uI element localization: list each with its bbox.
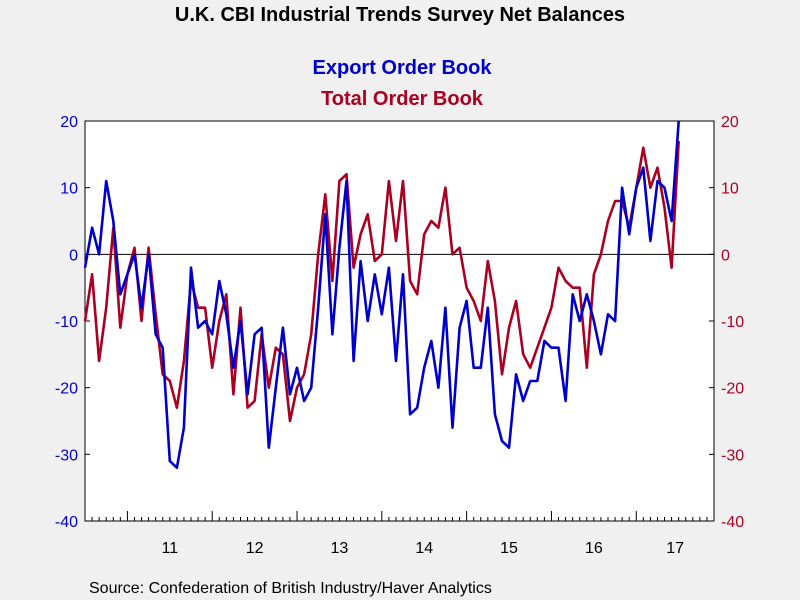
legend-total: Total Order Book [321,88,484,110]
x-tick-label: 14 [415,540,433,557]
y-left-tick-label: 0 [69,247,78,264]
x-tick-label: 11 [162,540,179,557]
y-left-tick-label: -20 [55,381,78,398]
legend-export: Export Order Book [313,57,493,79]
y-right-tick-label: 20 [721,114,739,131]
x-tick-label: 17 [666,540,684,557]
y-right-tick-label: -30 [721,447,744,464]
chart-title: U.K. CBI Industrial Trends Survey Net Ba… [175,4,625,26]
y-right-tick-label: 0 [721,247,730,264]
y-right-tick-label: -40 [721,514,744,531]
y-right-tick-label: -20 [721,381,744,398]
x-tick-label: 12 [246,540,264,557]
series-total-line [83,140,680,423]
series-export-line [83,120,680,470]
plot-layer: 20 10 0 -10 -20 -30 -40 20 10 0 -10 -20 -30 -40 11 12 13… [55,114,744,557]
y-left-tick-label: -30 [55,447,78,464]
y-left-tick-label: -40 [55,514,78,531]
x-tick-label: 15 [500,540,518,557]
y-left-tick-label: 20 [60,114,78,131]
source-note: Source: Confederation of British Industr… [89,580,492,597]
y-right-tick-label: 10 [721,181,739,198]
y-left-tick-label: 10 [60,181,78,198]
y-right-tick-label: -10 [721,314,744,331]
x-tick-label: 16 [585,540,603,557]
x-tick-label: 13 [331,540,349,557]
y-left-tick-label: -10 [55,314,78,331]
